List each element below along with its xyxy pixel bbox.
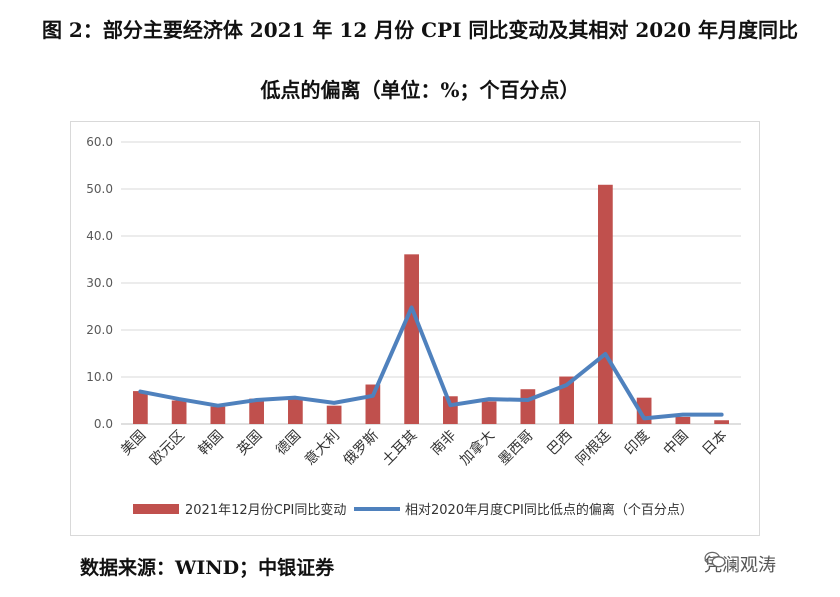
bar [598, 184, 613, 424]
bar [249, 398, 264, 424]
watermark: 凭澜观涛 [704, 551, 776, 577]
bar [675, 416, 691, 424]
x-tick-label: 日本 [699, 428, 730, 459]
x-tick-label: 韩国 [196, 428, 227, 459]
legend-swatch-bar [133, 504, 179, 514]
x-tick-label: 欧元区 [147, 428, 188, 469]
bar [714, 420, 729, 424]
bar [210, 406, 226, 424]
x-tick-label: 美国 [118, 428, 149, 459]
data-source-note: 数据来源：WIND；中银证券 [80, 557, 335, 579]
x-tick-label: 俄罗斯 [341, 428, 382, 469]
bar [481, 401, 497, 424]
bar [404, 254, 419, 424]
y-tick-label: 40.0 [86, 229, 113, 243]
legend-label-bar: 2021年12月份CPI同比变动 [185, 502, 346, 518]
x-tick-label: 巴西 [544, 428, 575, 459]
chart-title-line-2: 低点的偏离（单位：%；个百分点） [260, 78, 580, 102]
y-tick-label: 20.0 [86, 323, 113, 337]
chart-area: 0.0 10.0 20.0 30.0 40.0 50.0 60.0 美国 欧元区 韩国 英国 德国 意大… [70, 121, 760, 536]
bar [288, 399, 303, 424]
bar [520, 389, 536, 424]
x-tick-label: 德国 [273, 428, 304, 459]
x-tick-label: 意大利 [301, 427, 343, 469]
x-tick-label: 加拿大 [456, 427, 498, 469]
x-tick-label: 墨西哥 [496, 428, 537, 469]
bar [326, 405, 342, 424]
bar [171, 400, 187, 424]
deviation-line [138, 305, 724, 421]
y-tick-label: 50.0 [86, 182, 113, 196]
bar [133, 391, 148, 424]
bar [365, 384, 381, 424]
y-tick-label: 30.0 [86, 276, 113, 290]
y-tick-label: 0.0 [94, 417, 113, 431]
x-tick-label: 印度 [622, 428, 653, 459]
y-tick-label: 10.0 [86, 370, 113, 384]
x-tick-label: 阿根廷 [573, 428, 614, 469]
x-tick-label: 土耳其 [379, 428, 420, 469]
x-tick-label: 英国 [234, 427, 266, 459]
x-tick-label: 中国 [661, 428, 692, 459]
chart-title-line-1: 图 2：部分主要经济体 2021 年 12 月份 CPI 同比变动及其相对 20… [41, 18, 799, 42]
legend-label-line: 相对2020年月度CPI同比低点的偏离（个百分点） [405, 502, 693, 518]
y-tick-label: 60.0 [86, 135, 113, 149]
x-tick-label: 南非 [428, 428, 459, 459]
wechat-icon [704, 551, 726, 568]
